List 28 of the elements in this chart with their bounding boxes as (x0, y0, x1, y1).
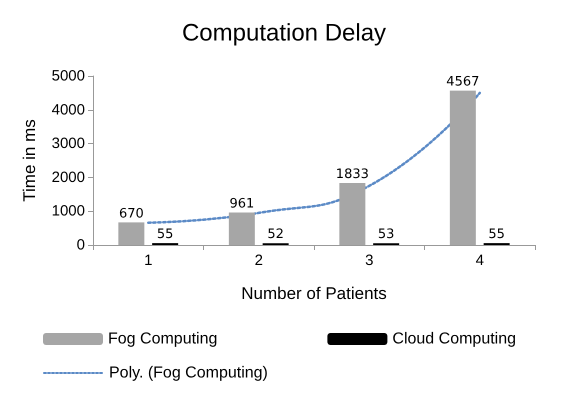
x-tick-label: 2 (254, 252, 263, 269)
data-label: 52 (267, 227, 284, 242)
data-label: 961 (229, 196, 254, 212)
data-label: 670 (118, 206, 144, 222)
x-axis-title: Number of Patients (241, 284, 387, 303)
y-tick-label: 0 (76, 236, 85, 254)
y-tick-label: 4000 (52, 101, 85, 118)
legend-label: Poly. (Fog Computing) (109, 364, 268, 382)
data-label: 55 (488, 227, 505, 242)
y-tick-label: 5000 (52, 68, 85, 84)
y-tick-label: 1000 (52, 202, 85, 220)
y-tick-label: 2000 (52, 168, 85, 186)
data-label: 53 (378, 227, 394, 242)
legend-label: Fog Computing (108, 330, 218, 348)
bar (450, 90, 476, 245)
legend-label: Cloud Computing (392, 330, 516, 348)
bar (228, 212, 255, 245)
bar (339, 183, 366, 245)
bar (118, 222, 144, 245)
data-label: 1833 (336, 167, 369, 182)
x-tick-label: 4 (476, 252, 484, 269)
x-tick-label: 3 (365, 252, 374, 269)
data-label: 55 (156, 227, 174, 242)
chart-title: Computation Delay (182, 20, 386, 46)
x-tick-label: 1 (144, 252, 152, 269)
data-label: 4567 (446, 74, 480, 90)
y-tick-label: 3000 (52, 135, 85, 152)
y-axis-title: Time in ms (20, 119, 39, 202)
